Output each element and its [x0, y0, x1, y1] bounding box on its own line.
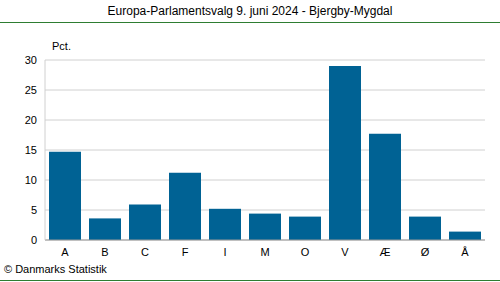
svg-text:O: O [301, 246, 310, 258]
svg-text:M: M [260, 246, 269, 258]
svg-text:20: 20 [25, 114, 37, 126]
svg-text:Å: Å [461, 246, 469, 258]
svg-text:15: 15 [25, 144, 37, 156]
html-text:Pct.: Pct. [52, 40, 71, 52]
svg-text:B: B [101, 246, 108, 258]
svg-text:C: C [141, 246, 149, 258]
svg-text:A: A [61, 246, 69, 258]
svg-text:I: I [223, 246, 226, 258]
svg-text:30: 30 [25, 54, 37, 66]
svg-text:0: 0 [31, 234, 37, 246]
html-text:© Danmarks Statistik: © Danmarks Statistik [4, 263, 107, 275]
svg-text:F: F [182, 246, 189, 258]
svg-text:Æ: Æ [380, 246, 391, 258]
svg-text:25: 25 [25, 84, 37, 96]
svg-text:V: V [341, 246, 349, 258]
svg-text:5: 5 [31, 204, 37, 216]
svg-text:Ø: Ø [421, 246, 430, 258]
svg-text:10: 10 [25, 174, 37, 186]
html-text:Europa-Parlamentsvalg 9. juni: Europa-Parlamentsvalg 9. juni 2024 - Bje… [107, 4, 393, 18]
